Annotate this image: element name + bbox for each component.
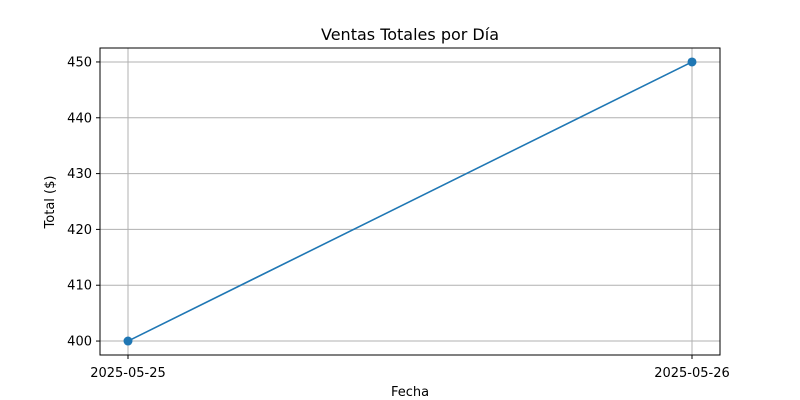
y-tick-label: 410 <box>67 279 92 294</box>
y-tick-label: 440 <box>67 111 92 126</box>
x-tick-label: 2025-05-25 <box>90 366 166 381</box>
y-tick-label: 430 <box>67 167 92 182</box>
data-point-marker <box>123 336 133 346</box>
y-axis-label: Total ($) <box>43 176 58 230</box>
y-tick-label: 400 <box>67 335 92 350</box>
data-series <box>123 57 697 346</box>
y-tick-label: 450 <box>67 55 92 70</box>
x-axis-label: Fecha <box>391 385 429 400</box>
x-tick-label: 2025-05-26 <box>654 366 730 381</box>
series-line <box>127 61 693 342</box>
plot-area-frame <box>99 47 721 356</box>
data-point-marker <box>687 57 697 67</box>
axis-ticks: 400 410 420 430 440 450 2025-05-25 2025-05-26 <box>67 55 730 381</box>
y-tick-label: 420 <box>67 223 92 238</box>
grid-lines <box>100 48 720 355</box>
chart-title: Ventas Totales por Día <box>321 25 499 44</box>
